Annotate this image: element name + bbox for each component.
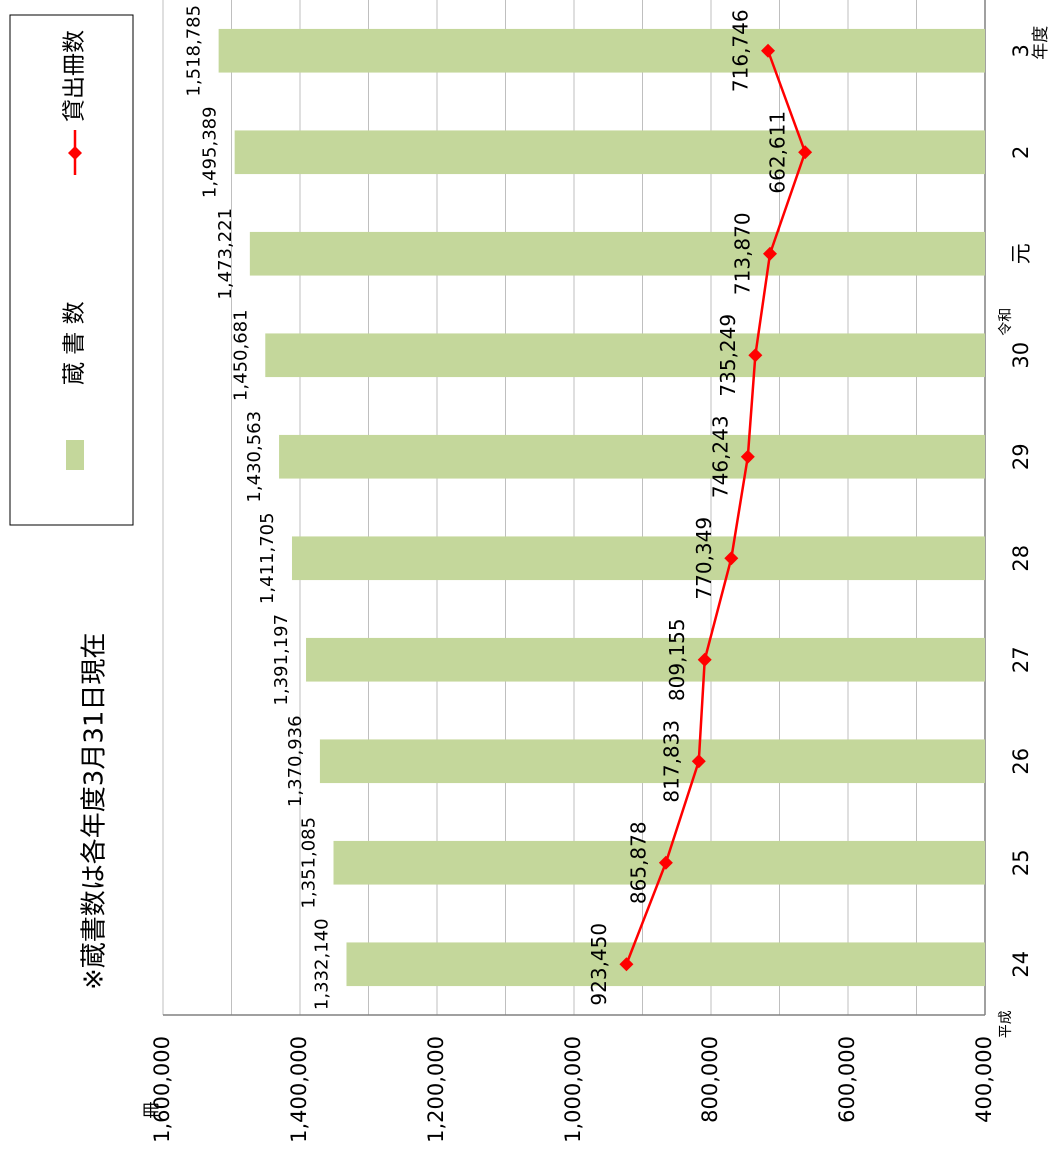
legend-label: 貸出冊数 <box>62 30 88 122</box>
line-value-label: 746,243 <box>708 415 732 498</box>
line-value-label: 662,611 <box>766 111 790 194</box>
line-value-label: 817,833 <box>659 720 683 803</box>
x-tick-label: 2 <box>1009 146 1033 159</box>
y-tick-label: 1,000,000 <box>561 1036 585 1143</box>
era-label: 平成 <box>998 1010 1014 1038</box>
marker <box>761 43 776 58</box>
y-tick-label: 1,600,000 <box>150 1036 174 1143</box>
bar-value-label: 1,518,785 <box>184 5 205 97</box>
marker <box>619 957 634 972</box>
y-tick-label: 800,000 <box>698 1036 722 1123</box>
era-label: 令和 <box>998 308 1014 336</box>
marker <box>798 145 813 160</box>
bar <box>291 536 986 581</box>
bar-value-label: 1,351,085 <box>299 817 320 909</box>
bar <box>265 333 985 378</box>
bar-value-label: 1,495,389 <box>200 106 221 198</box>
line-value-label: 809,155 <box>665 618 689 701</box>
marker <box>691 754 706 769</box>
fiscal-year-label: 年度 <box>1031 26 1051 60</box>
legend-swatch <box>68 146 82 160</box>
line-value-label: 735,249 <box>716 314 740 397</box>
bar-value-label: 1,370,936 <box>285 715 306 807</box>
bar <box>346 942 986 987</box>
y-tick-label: 600,000 <box>835 1036 859 1123</box>
line-value-label: 770,349 <box>692 517 716 600</box>
marker <box>697 652 712 667</box>
bar-value-label: 1,473,221 <box>215 208 236 300</box>
line-value-label: 923,450 <box>587 923 611 1006</box>
x-tick-label: 29 <box>1009 443 1033 470</box>
y-tick-label: 1,200,000 <box>424 1036 448 1143</box>
x-tick-label: 30 <box>1009 342 1033 369</box>
legend-label: 蔵 書 数 <box>62 301 88 385</box>
line-value-label: 865,878 <box>626 821 650 904</box>
legend-box <box>9 14 134 526</box>
marker <box>658 855 673 870</box>
y-unit: 冊 <box>142 1102 162 1119</box>
y-tick-label: 1,400,000 <box>287 1036 311 1143</box>
marker <box>724 551 739 566</box>
bar <box>234 130 986 175</box>
rotated-chart: 400,000 600,000 800,000 1,000,000 1,200,000 1… <box>9 0 1051 1143</box>
bar-value-label: 1,391,197 <box>271 614 292 706</box>
x-tick-label: 25 <box>1009 849 1033 876</box>
line-value-label: 713,870 <box>730 212 754 295</box>
x-tick-label: 27 <box>1009 646 1033 673</box>
bar-value-label: 1,332,140 <box>311 918 332 1010</box>
bar <box>249 231 985 276</box>
bar <box>319 739 986 784</box>
x-tick-label: 3 <box>1009 44 1033 57</box>
y-tick-label: 400,000 <box>972 1036 996 1123</box>
bar <box>306 637 986 682</box>
marker <box>748 348 763 363</box>
bar-value-label: 1,411,705 <box>257 512 278 604</box>
line-value-label: 716,746 <box>729 9 753 92</box>
x-tick-label: 24 <box>1009 951 1033 978</box>
x-tick-label: 元 <box>1009 243 1033 264</box>
bar-value-label: 1,430,563 <box>244 411 265 503</box>
line <box>625 50 807 965</box>
marker <box>740 449 755 464</box>
bar <box>218 28 986 73</box>
x-tick-label: 28 <box>1009 545 1033 572</box>
marker <box>762 246 777 261</box>
bar-value-label: 1,450,681 <box>230 309 251 401</box>
legend-swatch <box>66 440 84 470</box>
note: ※蔵書数は各年度3月31日現在 <box>80 633 110 990</box>
x-tick-label: 26 <box>1009 748 1033 775</box>
bar <box>279 434 985 479</box>
